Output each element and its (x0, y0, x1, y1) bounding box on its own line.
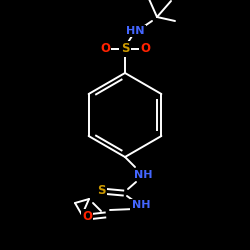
Text: HN: HN (126, 26, 144, 36)
Text: NH: NH (134, 170, 152, 180)
Text: S: S (97, 184, 105, 198)
Text: NH: NH (132, 200, 150, 210)
Text: O: O (82, 210, 92, 224)
Text: O: O (140, 42, 150, 56)
Text: O: O (100, 42, 110, 56)
Text: S: S (121, 42, 129, 56)
